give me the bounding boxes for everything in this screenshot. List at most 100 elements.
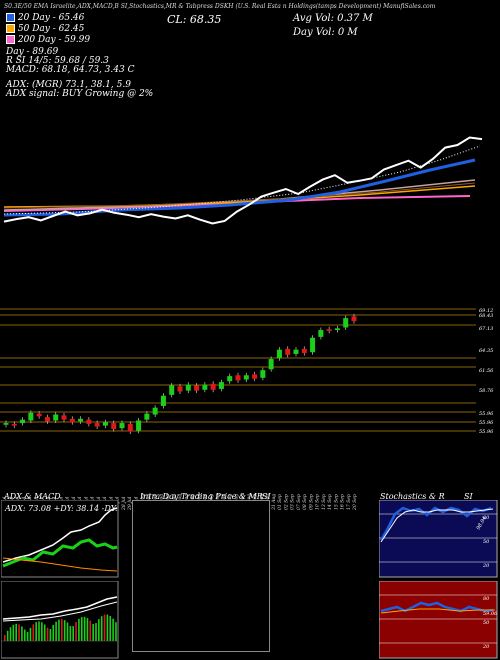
adx-text: ADX: (MGR) 73.1, 38.1, 5.9 <box>6 80 131 90</box>
rsi-tick-80: 80 <box>483 596 490 602</box>
x-tick-label: 08 Sep <box>302 494 308 510</box>
y-tick-label: 58.76 <box>479 388 494 394</box>
macd-text: MACD: 68.18, 64.73, 3.43 C <box>6 65 135 75</box>
y-tick-label: 55.96 <box>479 420 494 426</box>
macd-bar <box>15 623 17 641</box>
rsi-value: 59.06 <box>483 611 498 617</box>
intraday-si-title: SI <box>262 492 271 501</box>
candle-body <box>310 337 316 353</box>
x-tick-label: 14 Sep <box>327 494 333 510</box>
x-tick-label: 15 Sep <box>333 494 339 510</box>
macd-bar <box>66 622 69 641</box>
adx-signal-text: ADX signal: BUY Growing @ 2% <box>6 89 154 99</box>
candles <box>3 313 357 435</box>
candle-body <box>268 359 274 370</box>
candle-body <box>260 370 266 378</box>
macd-bar <box>78 618 80 641</box>
ema50-text: 50 Day - 62.45 <box>17 24 85 34</box>
candle-body <box>227 376 233 382</box>
candle-body <box>194 385 200 391</box>
avg-volume: Avg Vol: 0.37 M <box>293 13 373 24</box>
macd-bar <box>112 618 114 641</box>
ema-brown-line <box>3 182 476 209</box>
candle-body <box>235 375 241 381</box>
candle-body <box>3 423 9 425</box>
macd-bar <box>35 622 37 641</box>
stoch-title: Stochastics & R <box>380 492 445 501</box>
macd-bar <box>21 626 23 641</box>
x-tick-label: 13 Sep <box>321 494 327 510</box>
candle-body <box>318 330 324 337</box>
candle-body <box>152 407 158 415</box>
x-tick-label: 09 Sep <box>308 494 314 510</box>
adx-minus-line <box>2 557 118 572</box>
adx-plus-line <box>2 507 118 563</box>
macd-bar <box>89 620 92 641</box>
candle-body <box>177 386 183 392</box>
macd-bar <box>26 632 29 641</box>
macd-bar <box>72 626 74 641</box>
x-tick-label: 02 Sep <box>283 494 289 510</box>
macd-bar <box>29 627 32 641</box>
candle-body <box>94 423 100 427</box>
candle-body <box>102 422 108 426</box>
candle-body <box>78 418 84 422</box>
candle-body <box>285 348 291 355</box>
macd-bar <box>6 630 9 641</box>
macd-bar <box>75 622 77 641</box>
price-levels <box>0 308 476 432</box>
intraday-panel <box>132 500 270 652</box>
macd-bar <box>4 635 6 641</box>
y-tick-label: 61.56 <box>479 368 494 374</box>
candle-body <box>334 328 340 331</box>
macd-bar <box>92 624 94 641</box>
ema-extra-text: Day - 89.69 <box>6 47 59 57</box>
ema200-label: 200 Day - 59.99 <box>6 35 90 45</box>
ema200-swatch-icon <box>6 35 15 44</box>
stochastics-panel: 80 50 20 98.94 <box>379 500 498 578</box>
ema20-label: 20 Day - 65.46 <box>6 13 84 23</box>
x-tick-label: 29 Jul <box>127 496 133 511</box>
candle-body <box>343 318 349 328</box>
adx-macd-title: ADX & MACD <box>4 492 61 501</box>
adx-panel: ADX: 73.08 +DY: 38.14 -DY: 5.53 <box>1 500 119 578</box>
candle-body <box>351 316 357 322</box>
macd-bar <box>80 617 83 641</box>
rsi-line <box>380 601 494 613</box>
y-tick-label: 69.12 <box>479 308 493 314</box>
x-tick-label: 28 Jul <box>121 496 127 511</box>
x-tick-label: 20 Sep <box>352 494 358 511</box>
y-tick-label: 55.96 <box>479 429 494 435</box>
candle-body <box>127 423 133 432</box>
candle-body <box>111 423 117 430</box>
candle-body <box>293 349 299 354</box>
rsi-text: R SI 14/5: 59.68 / 59.3 <box>6 56 109 66</box>
ema-lines <box>3 145 481 217</box>
stoch-tick-80: 80 <box>483 515 490 521</box>
ema20-line <box>3 158 476 217</box>
macd-bar <box>12 624 15 641</box>
day-volume: Day Vol: 0 M <box>293 27 358 38</box>
x-tick-label: 31 Aug <box>271 494 277 510</box>
macd-bar <box>55 621 57 641</box>
ema50-swatch-icon <box>6 24 15 33</box>
candle-body <box>69 418 75 423</box>
macd-line <box>2 596 118 620</box>
macd-bar <box>83 616 86 641</box>
stoch-d-line <box>380 508 494 543</box>
x-tick-label: 03 Sep <box>290 494 296 510</box>
candle-body <box>86 419 92 424</box>
candle-body <box>243 375 249 380</box>
candle-body <box>160 395 166 406</box>
candle-body <box>326 329 332 331</box>
macd-bar <box>103 614 106 641</box>
candle-body <box>20 419 26 424</box>
macd-bar <box>52 624 55 641</box>
rsi-tick-50: 50 <box>483 620 490 626</box>
rsi-tick-20: 20 <box>482 644 490 650</box>
macd-bar <box>58 619 60 641</box>
macd-bar <box>9 627 12 641</box>
macd-bar <box>86 618 89 641</box>
macd-bar <box>38 621 40 641</box>
